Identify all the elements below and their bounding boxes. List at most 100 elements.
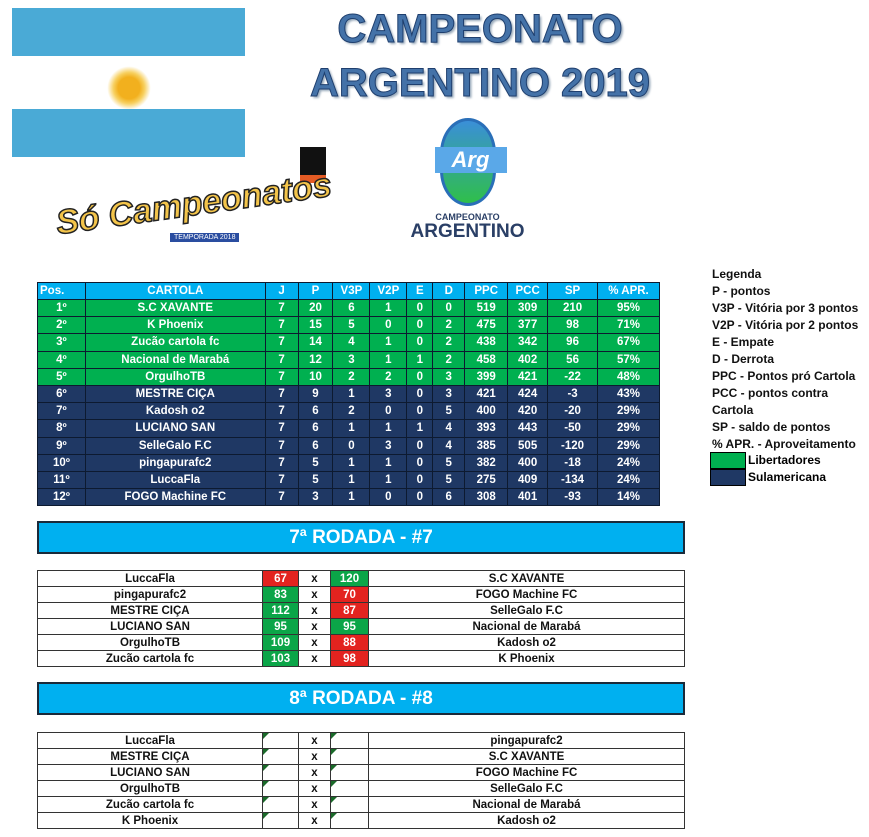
stat-cell: 0 [406, 298, 434, 318]
stat-cell: 7 [264, 402, 299, 421]
match-row: Zucão cartola fc x Nacional de Marabá [37, 796, 685, 813]
stat-cell: 0 [369, 316, 408, 335]
home-team: MESTRE CIÇA [37, 602, 263, 619]
stat-cell: 385 [464, 436, 509, 455]
match-row: OrgulhoTB x SelleGalo F.C [37, 780, 685, 797]
versus: x [298, 618, 331, 635]
stat-cell: -22 [547, 367, 599, 386]
stat-cell: 7 [264, 470, 299, 490]
stat-cell: 12 [297, 350, 334, 369]
stat-cell: 1 [369, 333, 408, 352]
stat-cell: 6 [297, 436, 334, 455]
stat-cell: 11º [37, 470, 86, 490]
stat-cell: 5 [432, 470, 466, 490]
away-score: 120 [330, 570, 369, 587]
stat-cell: 0 [406, 367, 434, 386]
home-score: 67 [262, 570, 299, 587]
legend: Legenda P - pontos V3P - Vitória por 3 pon… [712, 266, 869, 453]
column-header: E [406, 282, 434, 300]
standings-row: 6º MESTRE CIÇA 7 9 1 3 0 3 421 424 -3 43% [37, 384, 660, 404]
team-name: LUCIANO SAN [84, 419, 266, 438]
column-header: P [297, 282, 334, 300]
standings-row: 12º FOGO Machine FC 7 3 1 0 0 6 308 401 -93 14% [37, 488, 660, 507]
stat-cell: 1 [369, 298, 408, 318]
stat-cell: 6 [297, 402, 334, 421]
stat-cell: 2 [369, 367, 408, 386]
match-row: Zucão cartola fc 103 x 98 K Phoenix [37, 650, 685, 667]
match-row: LuccaFla 67 x 120 S.C XAVANTE [37, 570, 685, 587]
stat-cell: 1 [369, 350, 408, 369]
home-score [262, 732, 299, 749]
stat-cell: 475 [464, 316, 509, 335]
stat-cell: 7 [264, 367, 299, 386]
away-team: Nacional de Marabá [368, 618, 685, 635]
stat-cell: 7 [264, 436, 299, 455]
stat-cell: 308 [464, 488, 509, 507]
team-name: pingapurafc2 [84, 453, 266, 472]
match-row: pingapurafc2 83 x 70 FOGO Machine FC [37, 586, 685, 603]
stat-cell: 402 [507, 350, 549, 369]
column-header: J [264, 282, 299, 300]
column-header: V2P [369, 282, 408, 300]
stat-cell: 0 [406, 384, 434, 404]
standings-row: 10º pingapurafc2 7 5 1 1 0 5 382 400 -18 24% [37, 453, 660, 472]
stat-cell: -93 [547, 488, 599, 507]
stat-cell: 2 [432, 316, 466, 335]
stat-cell: -18 [547, 453, 599, 472]
stat-cell: 56 [547, 350, 599, 369]
round-8-header: 8ª RODADA - #8 [37, 682, 685, 715]
stat-cell: 7 [264, 419, 299, 438]
stat-cell: 6 [297, 419, 334, 438]
stat-cell: 443 [507, 419, 549, 438]
stat-cell: 5 [297, 453, 334, 472]
standings-header-row: Pos. CARTOLA J P V3P V2P E D PPC PCC SP% APR. [37, 282, 660, 300]
zone-libertadores: Libertadores [710, 452, 826, 469]
stat-cell: 6 [332, 298, 371, 318]
stat-cell: 0 [406, 402, 434, 421]
legend-item: V3P - Vitória por 3 pontos [712, 301, 859, 315]
stat-cell: 1 [332, 488, 371, 507]
team-name: K Phoenix [84, 316, 266, 335]
away-score: 98 [330, 650, 369, 667]
standings-row: 3º Zucão cartola fc 7 14 4 1 0 2 438 342 96 67% [37, 333, 660, 352]
stat-cell: 382 [464, 453, 509, 472]
stat-cell: 0 [406, 316, 434, 335]
standings-row: 7º Kadosh o2 7 6 2 0 0 5 400 420 -20 29% [37, 402, 660, 421]
versus: x [298, 780, 331, 797]
stat-cell: 0 [406, 436, 434, 455]
stat-cell: 7 [264, 488, 299, 507]
away-team: FOGO Machine FC [368, 586, 685, 603]
legend-item: SP - saldo de pontos [712, 420, 831, 434]
title-line-1: CAMPEONATO [337, 7, 623, 52]
stat-cell: 14% [597, 488, 660, 507]
stat-cell: 3 [369, 384, 408, 404]
home-score: 109 [262, 634, 299, 651]
round-8-matches: LuccaFla x pingapurafc2 MESTRE CIÇA x S.C XAV… [37, 732, 685, 829]
stat-cell: 438 [464, 333, 509, 352]
stat-cell: 275 [464, 470, 509, 490]
stat-cell: 519 [464, 298, 509, 318]
column-header: SP [547, 282, 599, 300]
zone-legend: Libertadores Sulamericana [710, 452, 826, 486]
stat-cell: 421 [464, 384, 509, 404]
stat-cell: 57% [597, 350, 660, 369]
away-score: 87 [330, 602, 369, 619]
stat-cell: 9 [297, 384, 334, 404]
stat-cell: 399 [464, 367, 509, 386]
stat-cell: 2 [432, 350, 466, 369]
home-team: OrgulhoTB [37, 780, 263, 797]
home-team: OrgulhoTB [37, 634, 263, 651]
stat-cell: 14 [297, 333, 334, 352]
away-score: 70 [330, 586, 369, 603]
stat-cell: 1 [369, 470, 408, 490]
away-score [330, 780, 369, 797]
zone-sulamericana: Sulamericana [710, 469, 826, 486]
stat-cell: 0 [369, 402, 408, 421]
versus: x [298, 764, 331, 781]
stat-cell: 0 [406, 453, 434, 472]
stat-cell: 2 [432, 333, 466, 352]
stat-cell: 409 [507, 470, 549, 490]
stat-cell: 1 [369, 419, 408, 438]
standings-row: 5º OrgulhoTB 7 10 2 2 0 3 399 421 -22 48% [37, 367, 660, 386]
home-team: LUCIANO SAN [37, 764, 263, 781]
